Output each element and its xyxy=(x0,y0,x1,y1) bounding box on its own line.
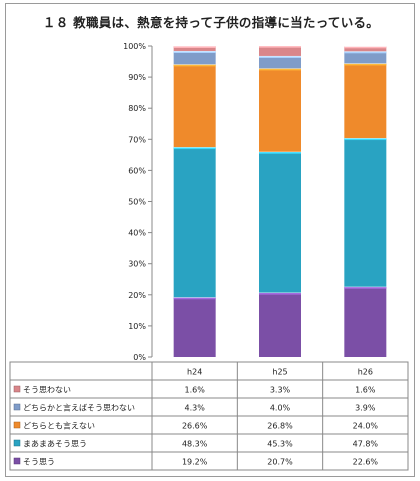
bar-segment xyxy=(173,50,216,65)
bar-segment xyxy=(259,68,301,152)
legend-series-name: どちらかと言えばそう思わない xyxy=(23,403,135,413)
bar-segment-highlight xyxy=(344,286,387,289)
data-table-value: 47.8% xyxy=(353,440,379,449)
bar-segment-highlight xyxy=(344,63,387,66)
bar-segment xyxy=(259,55,301,69)
bar-segment-highlight xyxy=(259,45,301,48)
y-tick-label: 100% xyxy=(123,42,146,51)
legend-swatch xyxy=(13,439,21,447)
chart-title: １８ 教職員は、熱意を持って子供の指導に当たっている。 xyxy=(42,15,380,30)
bar-segment xyxy=(173,147,216,298)
x-category-label: h25 xyxy=(272,368,287,377)
bar-segment xyxy=(344,286,387,357)
data-table-value: 4.0% xyxy=(270,404,291,413)
data-table-value: 4.3% xyxy=(185,404,206,413)
data-table-value: 26.6% xyxy=(182,422,208,431)
bar-segment-highlight xyxy=(173,297,216,300)
bar-segment-highlight xyxy=(173,46,216,48)
y-tick-label: 10% xyxy=(128,322,146,331)
bar-segment-highlight xyxy=(259,68,301,71)
legend-series-name: そう思う xyxy=(23,458,55,467)
y-tick-label: 80% xyxy=(128,104,146,113)
bar-segment xyxy=(173,46,216,51)
bar-segment xyxy=(259,45,301,56)
data-table-value: 26.8% xyxy=(267,422,293,431)
legend-series-name: どちらとも言えない xyxy=(23,421,95,431)
bar-segment-highlight xyxy=(259,55,301,58)
data-table-value: 20.7% xyxy=(267,458,293,467)
legend-swatch xyxy=(13,403,21,411)
legend-series-name: まあまあそう思う xyxy=(23,440,87,449)
bar-segment-highlight xyxy=(173,50,216,53)
x-category-label: h26 xyxy=(358,368,373,377)
bar-segment-highlight xyxy=(344,51,387,54)
bar-segment xyxy=(344,63,387,139)
x-category-label: h24 xyxy=(187,368,202,377)
legend-series-name: そう思わない xyxy=(23,386,71,395)
y-tick-label: 90% xyxy=(128,73,146,82)
bar-segment xyxy=(259,151,301,293)
data-table-value: 3.9% xyxy=(355,404,376,413)
bar-segment-highlight xyxy=(344,46,387,49)
bar-segment xyxy=(344,138,387,287)
data-table-value: 22.6% xyxy=(353,458,379,467)
data-table-value: 24.0% xyxy=(353,422,379,431)
data-table-value: 45.3% xyxy=(267,440,293,449)
y-tick-label: 70% xyxy=(128,135,146,144)
data-table-value: 3.3% xyxy=(270,386,291,395)
bar-segment xyxy=(344,51,387,64)
bar-segment-highlight xyxy=(259,292,301,295)
data-table-value: 48.3% xyxy=(182,440,208,449)
bar-segment-highlight xyxy=(173,147,216,150)
y-tick-label: 40% xyxy=(128,229,146,238)
bar-segment-highlight xyxy=(344,138,387,141)
y-tick-label: 0% xyxy=(133,353,146,362)
bar-segment-highlight xyxy=(259,151,301,154)
legend-swatch xyxy=(13,385,21,393)
bar-segment xyxy=(259,292,301,357)
data-table-value: 19.2% xyxy=(182,458,208,467)
legend-swatch xyxy=(13,421,21,429)
bar-segment-highlight xyxy=(173,64,216,67)
y-tick-label: 30% xyxy=(128,260,146,269)
bar-segment xyxy=(173,297,216,357)
bar-segment xyxy=(173,64,216,148)
legend-swatch xyxy=(13,457,21,465)
y-tick-label: 50% xyxy=(128,198,146,207)
data-table-value: 1.6% xyxy=(185,386,206,395)
bar-segment xyxy=(344,46,387,52)
y-tick-label: 20% xyxy=(128,291,146,300)
data-table-value: 1.6% xyxy=(355,386,376,395)
y-tick-label: 60% xyxy=(128,166,146,175)
